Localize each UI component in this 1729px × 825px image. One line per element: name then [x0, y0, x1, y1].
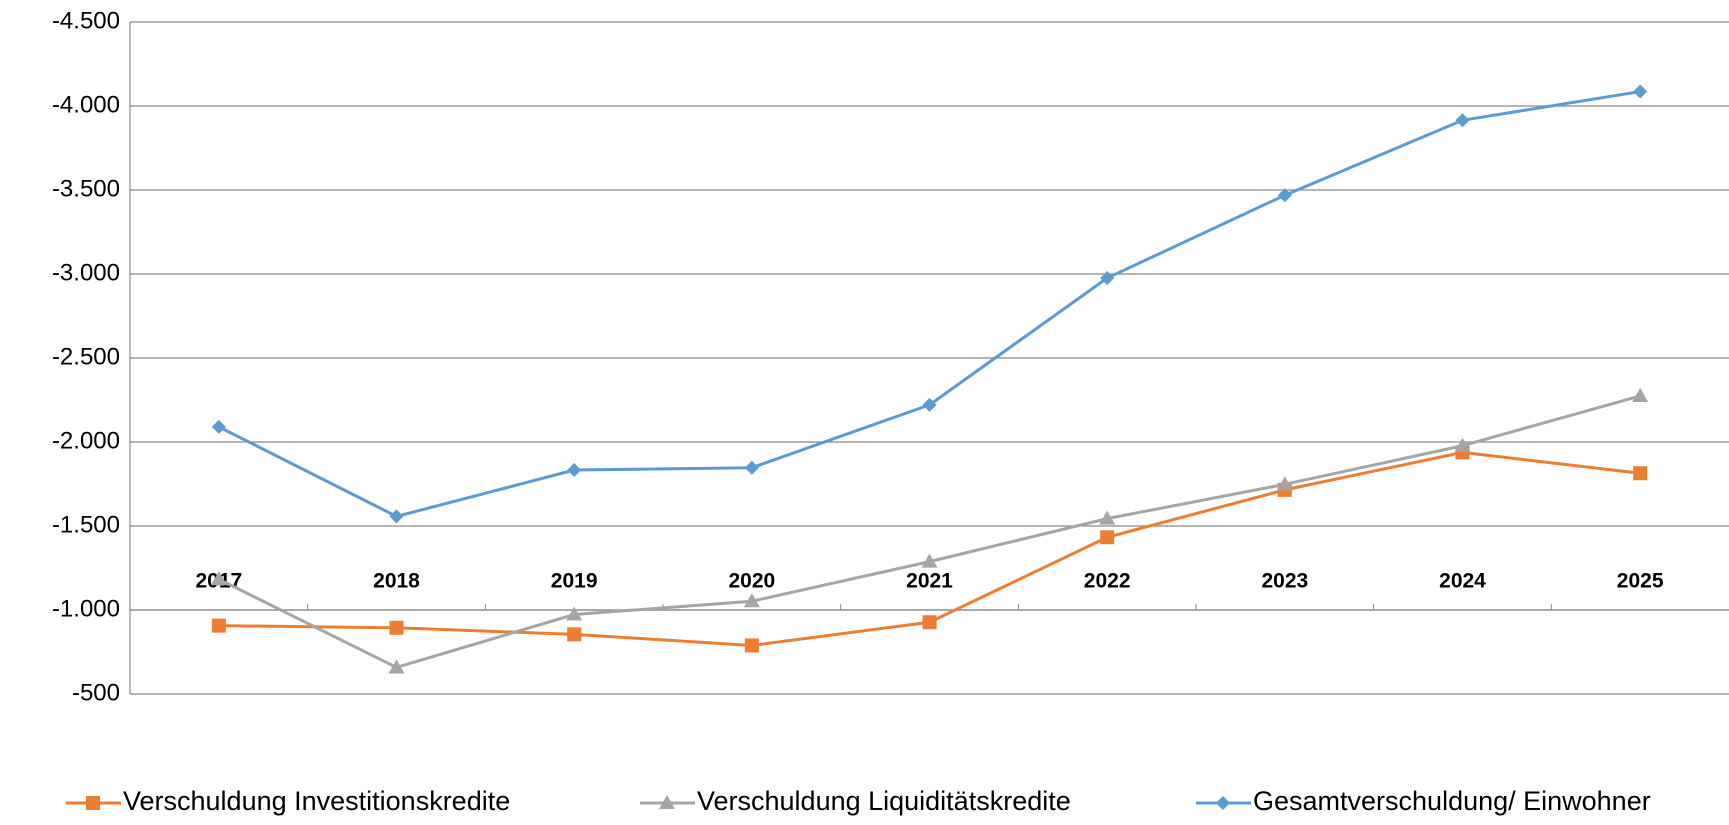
- legend-label: Verschuldung Liquiditätskredite: [697, 786, 1071, 816]
- y-tick-label: -3.500: [52, 175, 120, 202]
- data-point: [211, 618, 226, 633]
- legend-label: Verschuldung Investitionskredite: [123, 786, 510, 816]
- x-tick-label: 2018: [373, 570, 420, 593]
- data-point: [567, 463, 582, 478]
- data-point: [211, 419, 226, 434]
- data-point: [1633, 84, 1648, 99]
- x-tick-label: 2023: [1261, 570, 1308, 593]
- y-tick-label: -3.000: [52, 259, 120, 286]
- data-point: [1277, 188, 1292, 203]
- x-tick-label: 2024: [1439, 570, 1486, 593]
- y-tick-label: -1.000: [52, 595, 120, 622]
- data-point: [389, 509, 404, 524]
- data-point: [1633, 466, 1648, 481]
- data-point: [389, 620, 404, 635]
- legend-marker: [86, 796, 100, 810]
- data-point: [1455, 113, 1470, 128]
- data-point: [567, 627, 582, 642]
- data-point: [210, 571, 227, 586]
- y-tick-label: -500: [72, 679, 120, 706]
- x-tick-label: 2021: [906, 570, 953, 593]
- x-tick-label: 2022: [1084, 570, 1131, 593]
- y-tick-label: -1.500: [52, 511, 120, 538]
- data-point: [1100, 530, 1115, 545]
- data-point: [1099, 510, 1116, 525]
- data-point: [744, 460, 759, 475]
- legend-marker: [1216, 796, 1230, 810]
- data-point: [1276, 476, 1293, 491]
- data-point: [921, 553, 938, 568]
- data-point: [1100, 271, 1115, 286]
- data-point: [1454, 437, 1471, 452]
- data-point: [922, 615, 937, 630]
- x-tick-label: 2019: [551, 570, 598, 593]
- x-tick-label: 2025: [1617, 570, 1664, 593]
- y-tick-label: -4.500: [52, 7, 120, 34]
- data-point: [566, 606, 583, 621]
- y-tick-label: -2.500: [52, 343, 120, 370]
- legend-marker: [659, 795, 675, 809]
- y-tick-label: -2.000: [52, 427, 120, 454]
- data-point: [1632, 387, 1649, 402]
- y-tick-label: -4.000: [52, 91, 120, 118]
- data-point: [922, 397, 937, 412]
- data-point: [743, 593, 760, 608]
- data-point: [388, 659, 405, 674]
- legend-label: Gesamtverschuldung/ Einwohner: [1253, 786, 1651, 816]
- data-point: [744, 638, 759, 653]
- x-tick-label: 2020: [728, 570, 775, 593]
